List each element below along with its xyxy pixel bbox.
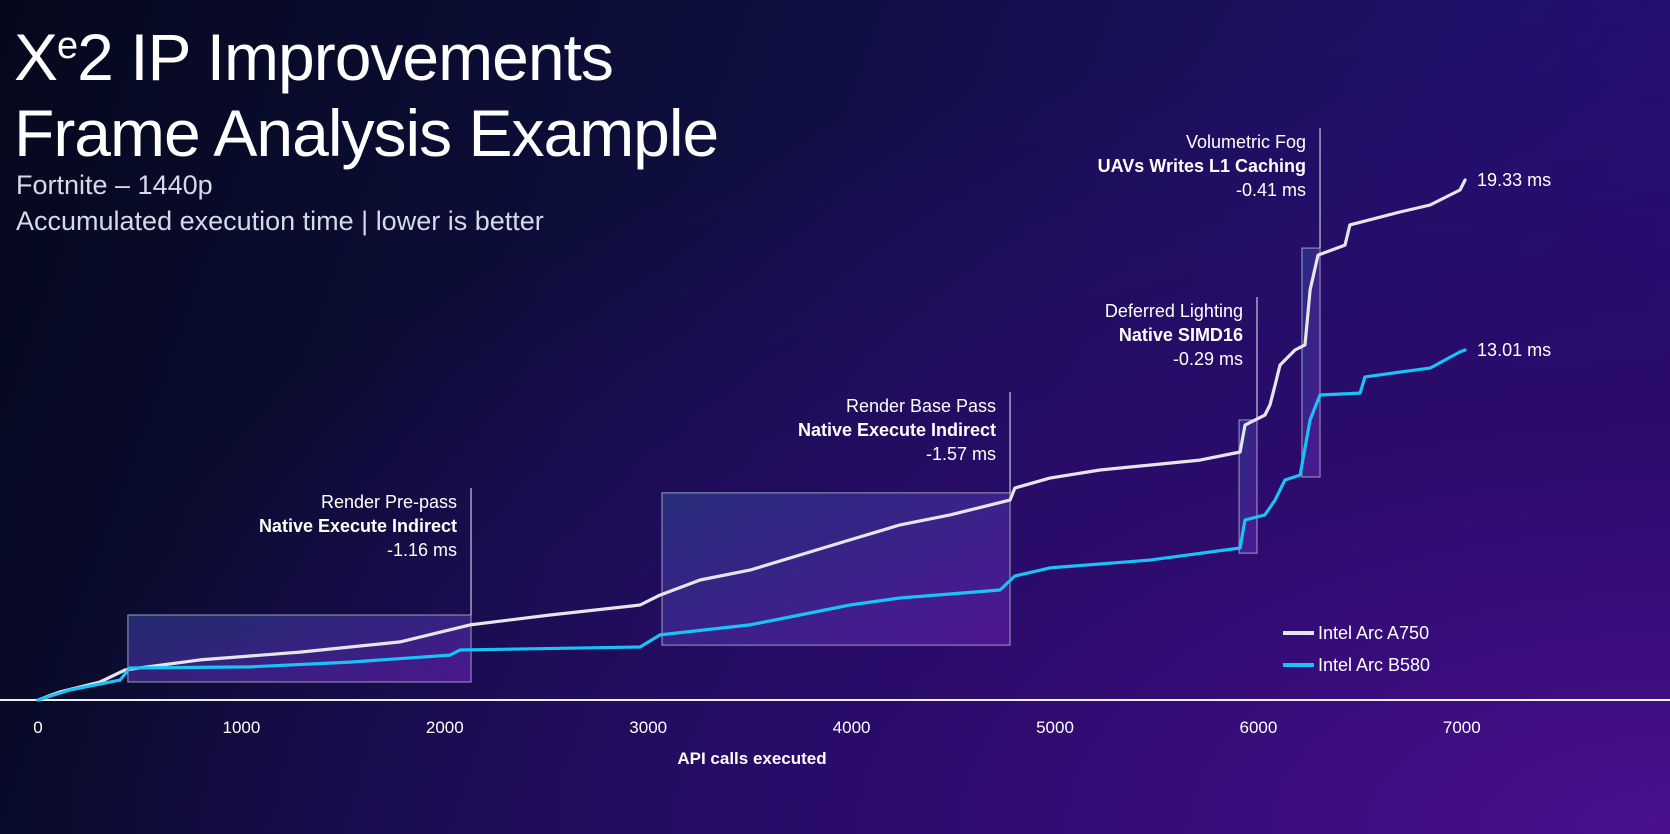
x-tick-label: 5000 [1036,718,1074,737]
annotation-delta: -1.16 ms [387,540,457,560]
series-line-b580 [36,348,1467,702]
x-tick-label: 4000 [833,718,871,737]
x-tick-label: 2000 [426,718,464,737]
subtitle-metric: Accumulated execution time | lower is be… [16,206,544,236]
x-tick-label: 1000 [222,718,260,737]
series-line-a750 [36,178,1467,702]
x-tick-label: 7000 [1443,718,1481,737]
annotation-region: Render Base Pass [846,396,996,416]
annotation-feature: Native SIMD16 [1119,325,1243,345]
legend-label: Intel Arc A750 [1318,623,1429,643]
series-end-label: 13.01 ms [1477,340,1551,360]
highlight-box [127,614,472,683]
highlight-box [661,492,1011,646]
annotation-region: Volumetric Fog [1186,132,1306,152]
annotation-region: Deferred Lighting [1105,301,1243,321]
page-title: Xe2 IP Improvements Frame Analysis Examp… [14,20,719,170]
annotation-feature: Native Execute Indirect [798,420,996,440]
x-tick-label: 6000 [1239,718,1277,737]
x-tick-label: 3000 [629,718,667,737]
x-axis-label: API calls executed [677,749,826,768]
highlight-box [1301,247,1321,478]
subtitle-game: Fortnite – 1440p [16,170,213,200]
series-end-label: 19.33 ms [1477,170,1551,190]
annotation-delta: -1.57 ms [926,444,996,464]
x-tick-label: 0 [33,718,42,737]
annotation-delta: -0.41 ms [1236,180,1306,200]
annotation-feature: UAVs Writes L1 Caching [1098,156,1306,176]
legend-label: Intel Arc B580 [1318,655,1430,675]
annotation-region: Render Pre-pass [321,492,457,512]
annotation-feature: Native Execute Indirect [259,516,457,536]
annotation-delta: -0.29 ms [1173,349,1243,369]
